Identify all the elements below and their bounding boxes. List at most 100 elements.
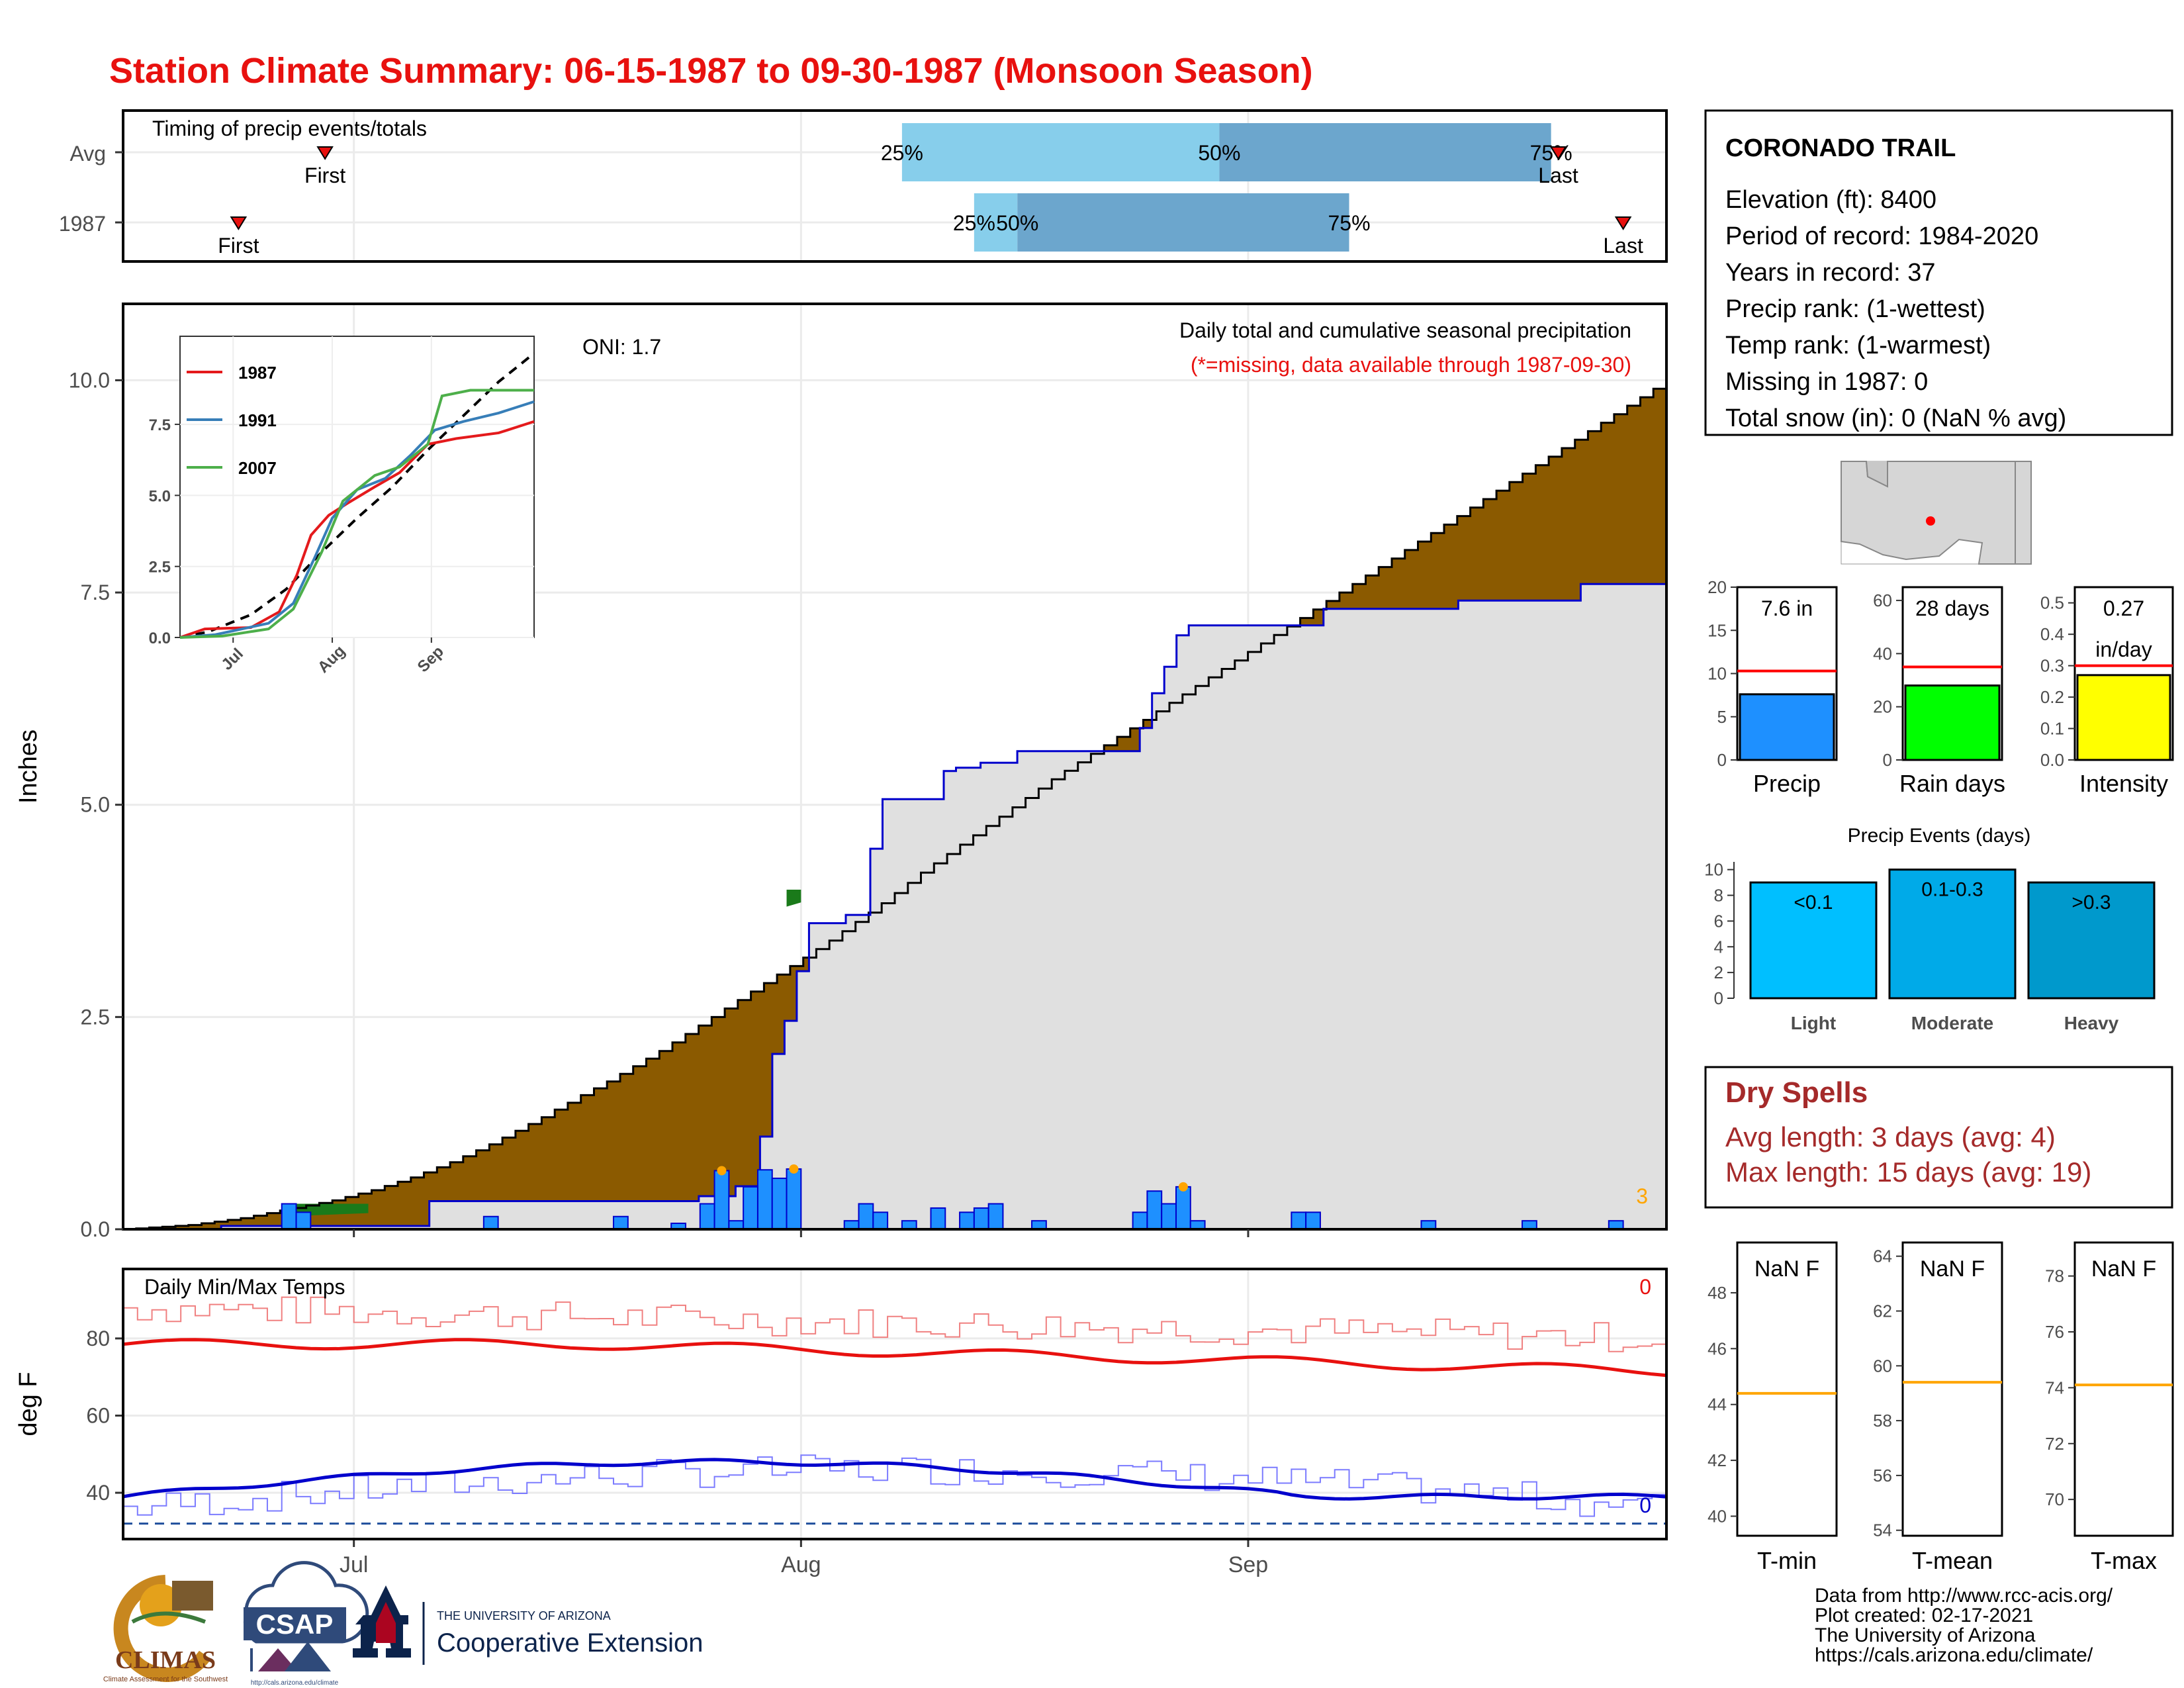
- tmin-avg-line: [122, 1458, 1667, 1501]
- csap-mountain-2: [285, 1642, 331, 1671]
- temp-box-ytick-label: 60: [1873, 1356, 1892, 1376]
- mini-bar-label: Intensity: [2079, 770, 2168, 797]
- timing-p75-label: 75%: [1530, 141, 1572, 165]
- inset-legend-label: 2007: [238, 458, 277, 478]
- daily-precip-bar: [743, 1186, 758, 1231]
- event-bar-inner-label: <0.1: [1794, 892, 1833, 914]
- csap-logo: CSAP http://cals.arizona.edu/climate: [243, 1561, 369, 1687]
- daily-precip-bar: [872, 1211, 889, 1231]
- temp-box-ytick-label: 42: [1707, 1450, 1727, 1470]
- precip-title: Daily total and cumulative seasonal prec…: [1179, 318, 1631, 342]
- oni-annotation: ONI: 1.7: [582, 335, 661, 359]
- inset-legend-label: 1991: [238, 410, 277, 430]
- timing-q2-bar: [1219, 123, 1551, 181]
- event-bar: [2027, 881, 2156, 1000]
- temp-box-label: T-max: [2091, 1547, 2157, 1574]
- mini-bar-value-text-2: in/day: [2095, 637, 2152, 661]
- dry-spells-max: Max length: 15 days (avg: 19): [1725, 1156, 2091, 1188]
- temps-content: 40 60 80 Jul Aug Sep: [86, 1269, 1667, 1577]
- station-info-line: Years in record: 37: [1725, 259, 1936, 287]
- precip-axes: 0.0 2.5 5.0 7.5 10.0: [69, 368, 1250, 1241]
- cumulative-1987-area: [123, 584, 1666, 1229]
- mini-bar-ytick-label: 0.0: [2040, 750, 2064, 770]
- daily-precip-bar: [1305, 1211, 1321, 1231]
- mini-bar-ytick-label: 0: [1883, 750, 1892, 770]
- csap-wordmark: CSAP: [256, 1609, 334, 1640]
- temp-box-label: T-min: [1757, 1547, 1817, 1574]
- timing-row-avg-label: Avg: [69, 142, 106, 165]
- temp-box-ytick-label: 72: [2045, 1434, 2064, 1454]
- temp-box-ytick-label: 48: [1707, 1283, 1727, 1303]
- station-info-line: Total snow (in): 0 (NaN % avg): [1725, 404, 2066, 432]
- inset-ytick-label: 5.0: [149, 487, 171, 505]
- climas-subtext: Climate Assessment for the Southwest: [103, 1675, 228, 1683]
- event-bar-inner-label: >0.3: [2071, 892, 2111, 914]
- events-ytick-label: 2: [1714, 962, 1723, 982]
- precip-ytick-label: 5.0: [81, 793, 110, 817]
- station-info-line: Missing in 1987: 0: [1725, 368, 1928, 396]
- credit-line-4: https://cals.arizona.edu/climate/: [1815, 1644, 2093, 1666]
- temp-box-ytick-label: 76: [2045, 1322, 2064, 1342]
- temp-box-ytick-label: 78: [2045, 1266, 2064, 1286]
- station-lines: Elevation (ft): 8400 Period of record: 19…: [1725, 186, 2066, 432]
- ua-a-core: [376, 1602, 396, 1643]
- inset-series-line: [179, 389, 534, 639]
- temp-box-ytick-label: 62: [1873, 1301, 1892, 1321]
- daily-precip-bar: [295, 1211, 312, 1231]
- mini-bar-value: [1739, 693, 1835, 761]
- events-title: Precip Events (days): [1848, 825, 2031, 847]
- event-bar-inner-label: 0.1-0.3: [1921, 879, 1983, 901]
- timing-last-marker: [1614, 216, 1632, 230]
- mini-bar-label: Rain days: [1899, 770, 2005, 797]
- mini-bar-value-text: 0.27: [2103, 596, 2144, 620]
- cumulative-1987-line: [123, 583, 1666, 1231]
- daily-precip-bar: [786, 1168, 802, 1231]
- ua-logo: THE UNIVERSITY OF ARIZONA Cooperative Ex…: [353, 1585, 703, 1665]
- daily-precip-bar: [987, 1203, 1004, 1231]
- events-ytick-label: 6: [1714, 911, 1723, 931]
- temps-title: Daily Min/Max Temps: [144, 1275, 345, 1299]
- daily-precip-bar: [482, 1215, 499, 1231]
- mini-bar-ytick-label: 0.2: [2040, 687, 2064, 707]
- precip-events-chart: Precip Events (days) <0.1 Light 0.1-0.3 Mod…: [1704, 825, 2169, 1033]
- temp-box-ytick-label: 70: [2045, 1489, 2064, 1509]
- temp-box-ytick-label: 54: [1873, 1521, 1892, 1540]
- events-content: <0.1 Light 0.1-0.3 Moderate >0.3 Heavy 0 2 4 6 8 10: [1704, 860, 2169, 1033]
- temp-box-ytick-label: 64: [1873, 1246, 1892, 1266]
- precip-ylabel: Inches: [15, 729, 42, 804]
- mini-bar-charts: 7.6 in Precip 0 5 10 15 20 28 days Rain days 0 20 4…: [1707, 577, 2174, 797]
- tmin-count-label: 0: [1639, 1493, 1651, 1517]
- station-info-line: Precip rank: (1-wettest): [1725, 295, 1985, 323]
- tmax-observed-line: [123, 1296, 1667, 1352]
- station-info-line: Temp rank: (1-warmest): [1725, 332, 1991, 359]
- temp-box-value: NaN F: [1920, 1256, 1985, 1282]
- temp-box-label: T-mean: [1912, 1547, 1993, 1574]
- inset-legend-label: 1987: [238, 363, 277, 383]
- missing-count-label: 3: [1636, 1184, 1648, 1208]
- csap-mountain: [258, 1648, 298, 1671]
- credit-line-3: The University of Arizona: [1815, 1624, 2036, 1646]
- mini-bar-label: Precip: [1753, 770, 1821, 797]
- daily-precip-bar: [959, 1211, 975, 1231]
- inset-ytick-label: 7.5: [149, 416, 171, 434]
- daily-precip-bar: [613, 1215, 629, 1231]
- temp-box-ytick-label: 74: [2045, 1378, 2064, 1397]
- timing-row-1987-label: 1987: [59, 212, 106, 236]
- credit-line-1: Data from http://www.rcc-acis.org/: [1815, 1585, 2113, 1607]
- timing-last-marker: [1549, 146, 1567, 160]
- daily-precip-bar: [1291, 1211, 1307, 1231]
- inset-avg-line: [179, 352, 535, 639]
- max-marker: [1178, 1182, 1188, 1192]
- mini-bar-ytick-label: 10: [1707, 664, 1727, 684]
- mini-bar-ytick-label: 20: [1707, 577, 1727, 597]
- dry-spells-box: Dry Spells Avg length: 3 days (avg: 4) M…: [1704, 1066, 2173, 1209]
- daily-precip-bar: [858, 1203, 874, 1231]
- timing-p25-label: 25%: [881, 141, 923, 165]
- station-info-frame: [1704, 109, 2173, 436]
- precip-panel-frame: [122, 303, 1668, 1231]
- csap-url: http://cals.arizona.edu/climate: [251, 1679, 339, 1687]
- daily-precip-bar: [756, 1169, 773, 1231]
